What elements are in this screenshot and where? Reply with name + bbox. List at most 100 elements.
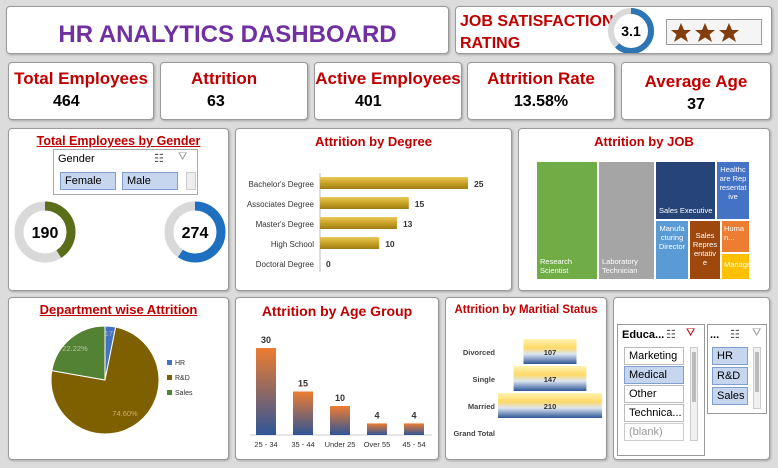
male-donut-arc <box>164 201 226 263</box>
age-bar <box>256 348 276 435</box>
degree-value-label: 15 <box>415 199 425 209</box>
age-category-label: 45 - 54 <box>402 440 425 449</box>
kpi-label: Average Age <box>644 72 748 91</box>
degree-bar <box>320 217 397 229</box>
treemap-cell-research-scientist: Research Scientist <box>537 162 597 279</box>
pie-slice <box>50 326 160 435</box>
marital-value-label: 147 <box>544 375 557 384</box>
marital-chart: Divorced 107 Single 147 Married 210 Grand Tota… <box>453 339 602 438</box>
gender-panel-title: Total Employees by Gender <box>36 134 201 148</box>
pie-data-label: 22.22% <box>62 344 88 353</box>
star-rating-box <box>666 19 762 45</box>
job-panel: Attrition by JOB Research Scientist Labo… <box>518 128 770 291</box>
marital-panel: Attrition by Maritial Status Divorced 107… <box>445 297 607 460</box>
degree-category-label: High School <box>271 240 314 249</box>
age-category-label: Over 55 <box>364 440 391 449</box>
treemap-label: Manager <box>724 260 754 269</box>
age-category-label: Under 25 <box>325 440 356 449</box>
age-value-label: 15 <box>298 379 308 389</box>
legend-label: R&D <box>175 375 190 382</box>
slicer-scrollbar[interactable] <box>690 347 698 441</box>
legend-swatch <box>167 375 172 380</box>
treemap-cell-human-resources: Human... <box>722 221 749 252</box>
treemap-label: Healthcare Representative <box>719 165 747 201</box>
clear-filter-icon[interactable]: ⛛ <box>752 327 762 339</box>
legend-swatch <box>167 390 172 395</box>
title-card: HR ANALYTICS DASHBOARD <box>6 6 449 54</box>
degree-chart: Bachelor's Degree 25 Associates Degree 15 Ma… <box>247 173 484 272</box>
department-option[interactable]: R&D <box>712 367 748 385</box>
education-option[interactable]: (blank) <box>624 423 684 441</box>
kpi-label: Active Employees <box>315 69 461 88</box>
treemap-label: Sales Executive <box>659 206 713 215</box>
department-slicer: ... ☷ ⛛ HR R&D Sales <box>707 324 767 414</box>
gender-option-female[interactable]: Female <box>60 172 116 190</box>
marital-bar <box>498 393 602 418</box>
kpi-attrition-rate: Attrition Rate 13.58% <box>467 62 615 120</box>
treemap-label: Research Scientist <box>540 257 573 275</box>
education-option[interactable]: Technica... <box>624 404 684 422</box>
degree-category-label: Associates Degree <box>247 200 315 209</box>
treemap-cell-laboratory-technician: Laboratory Technician <box>599 162 654 279</box>
male-donut: 274 <box>164 201 226 263</box>
department-option[interactable]: HR <box>712 347 748 365</box>
age-bar <box>330 406 350 435</box>
education-option[interactable]: Other <box>624 385 684 403</box>
gender-panel: Total Employees by Gender Gender ☷ ⛛ Fem… <box>8 128 229 291</box>
kpi-label: Attrition <box>191 69 258 88</box>
age-value-label: 30 <box>261 335 271 345</box>
treemap-cell-manager: Manager <box>722 254 754 279</box>
age-panel: Attrition by Age Group 30 25 - 34 15 35 - 4… <box>235 297 439 460</box>
degree-category-label: Bachelor's Degree <box>248 180 314 189</box>
star-icons <box>671 23 739 42</box>
degree-bar <box>320 197 409 209</box>
kpi-label: Attrition Rate <box>487 69 595 88</box>
female-donut: 190 <box>14 201 76 263</box>
degree-category-label: Doctoral Degree <box>256 260 315 269</box>
slicer-scrollbar[interactable] <box>753 347 761 409</box>
marital-bar <box>513 366 587 391</box>
treemap-cell-sales-representative: Sales Representative <box>690 221 720 279</box>
department-slicer-title: ... <box>710 329 720 341</box>
education-slicer-title: Educa... <box>622 329 665 341</box>
clear-filter-icon[interactable]: ⛛ <box>686 327 696 339</box>
degree-category-label: Master's Degree <box>256 220 315 229</box>
age-value-label: 4 <box>411 410 416 420</box>
treemap-cell-sales-executive: Sales Executive <box>656 162 715 219</box>
kpi-value: 37 <box>687 96 705 113</box>
star-icon <box>695 23 715 42</box>
degree-panel-title: Attrition by Degree <box>314 134 432 149</box>
slicer-scrollbar[interactable] <box>186 172 196 190</box>
male-count: 274 <box>182 225 209 242</box>
department-option[interactable]: Sales <box>712 387 748 405</box>
education-option[interactable]: Marketing <box>624 347 684 365</box>
gender-donuts: 190 274 <box>14 201 226 263</box>
female-count: 190 <box>32 225 59 242</box>
filters-panel: Educa... ☷ ⛛ Marketing Medical Other Tec… <box>613 297 770 460</box>
satisfaction-value: 3.1 <box>621 23 641 39</box>
marital-bar <box>523 339 577 364</box>
degree-value-label: 0 <box>326 259 331 269</box>
pie-data-label: 3.17% <box>98 329 120 338</box>
gender-slicer: Gender ☷ ⛛ Female Male <box>53 149 198 195</box>
multi-select-icon[interactable]: ☷ <box>730 329 740 341</box>
marital-panel-title: Attrition by Maritial Status <box>454 304 598 316</box>
kpi-value: 13.58% <box>513 93 569 110</box>
job-satisfaction-card: JOB SATISFACTION RATING 3.1 <box>455 6 772 54</box>
age-value-label: 4 <box>374 410 379 420</box>
age-panel-title: Attrition by Age Group <box>261 303 413 319</box>
degree-value-label: 25 <box>474 179 484 189</box>
kpi-value: 464 <box>53 93 80 110</box>
legend-label: Sales <box>175 390 193 397</box>
legend-swatch <box>167 360 172 365</box>
marital-value-label: 107 <box>544 348 557 357</box>
multi-select-icon[interactable]: ☷ <box>154 153 164 165</box>
multi-select-icon[interactable]: ☷ <box>666 329 676 341</box>
satisfaction-label-line2: RATING <box>460 35 521 52</box>
department-panel-title: Department wise Attrition <box>39 302 198 317</box>
marital-value-label: 210 <box>544 402 557 411</box>
gender-option-male[interactable]: Male <box>122 172 178 190</box>
education-option[interactable]: Medical <box>624 366 684 384</box>
age-bar <box>404 423 424 435</box>
clear-filter-icon[interactable]: ⛛ <box>178 151 188 163</box>
